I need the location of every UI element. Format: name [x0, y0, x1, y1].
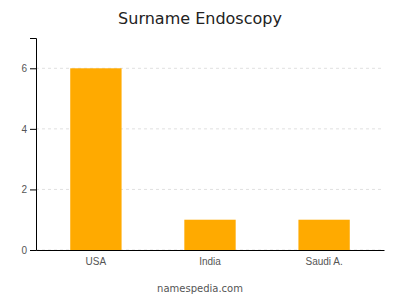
tick: USA — [86, 256, 107, 267]
tick-label: 6 — [21, 63, 27, 74]
bar — [184, 220, 235, 250]
axis-line — [30, 39, 37, 251]
tick-label: 2 — [21, 184, 27, 195]
title: Surname Endoscopy — [118, 9, 282, 28]
tick-mark — [30, 68, 36, 69]
tick: 0 — [21, 245, 36, 256]
grid — [36, 68, 384, 250]
bars — [70, 68, 350, 250]
y-axis: 0 2 4 6 — [21, 39, 36, 256]
tick-label: India — [199, 256, 221, 267]
tick-mark — [30, 250, 36, 251]
x-axis: USA India Saudi A. — [37, 251, 385, 268]
tick: 6 — [21, 63, 36, 74]
annotation: namespedia.com — [157, 283, 243, 294]
tick-label: 0 — [21, 245, 27, 256]
plot: USA India Saudi A. 0 2 4 6 — [21, 39, 384, 268]
tick-mark — [30, 189, 36, 190]
tick-mark — [30, 129, 36, 130]
tick-label: USA — [86, 256, 107, 267]
tick: 2 — [21, 184, 36, 195]
tick-label: Saudi A. — [305, 256, 342, 267]
bar — [298, 220, 349, 250]
tick: Saudi A. — [305, 256, 342, 267]
tick: India — [199, 256, 221, 267]
chart: Surname Endoscopy USA India Saudi A. 0 2 4 6 nam… — [0, 0, 400, 300]
tick: 4 — [21, 124, 36, 135]
axis-line — [37, 250, 385, 251]
bar — [70, 68, 121, 250]
tick-label: 4 — [21, 124, 27, 135]
